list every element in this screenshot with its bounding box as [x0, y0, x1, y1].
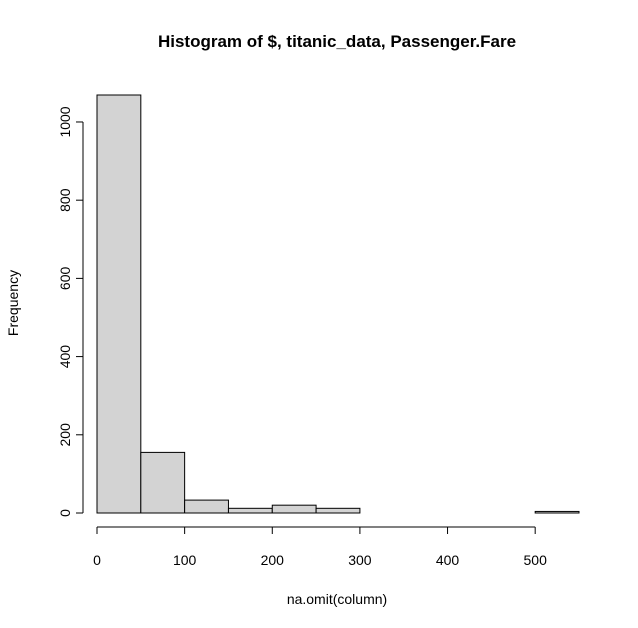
y-tick-label: 400	[57, 345, 73, 369]
y-tick-label: 800	[57, 188, 73, 212]
histogram-bar	[271, 504, 317, 514]
histogram-bar	[96, 94, 142, 514]
y-tick-label: 1000	[57, 106, 73, 137]
histogram-bar	[315, 507, 361, 514]
histogram-bar	[184, 499, 229, 514]
y-tick-label: 200	[57, 423, 73, 447]
x-tick-label: 300	[348, 552, 372, 568]
x-tick-label: 100	[173, 552, 197, 568]
chart-title: Histogram of $, titanic_data, Passenger.…	[158, 32, 516, 51]
histogram-bar	[140, 451, 186, 514]
x-axis-label: na.omit(column)	[287, 591, 387, 607]
x-axis: 0 100 200 300 400 500	[93, 526, 548, 568]
y-tick-label: 600	[57, 266, 73, 290]
y-tick-label: 0	[57, 509, 73, 517]
y-axis: 0 200 400 600 800 1000	[57, 106, 84, 517]
x-tick-label: 400	[436, 552, 460, 568]
x-tick-label: 0	[93, 552, 101, 568]
histogram-bars	[96, 94, 580, 514]
x-tick-label: 500	[524, 552, 548, 568]
histogram-bar	[534, 510, 580, 514]
y-axis-label: Frequency	[5, 270, 21, 336]
histogram-bar	[227, 507, 273, 514]
x-tick-label: 200	[261, 552, 285, 568]
